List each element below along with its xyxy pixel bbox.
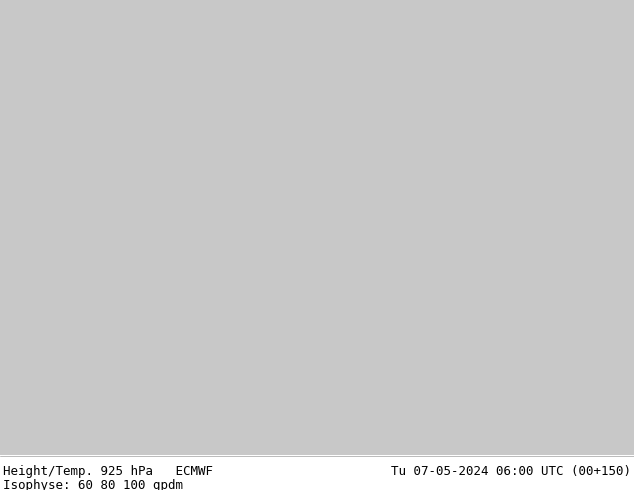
Text: Tu 07-05-2024 06:00 UTC (00+150): Tu 07-05-2024 06:00 UTC (00+150): [391, 465, 631, 478]
Text: Height/Temp. 925 hPa   ECMWF: Height/Temp. 925 hPa ECMWF: [3, 465, 213, 478]
Text: Isophyse: 60 80 100 gpdm: Isophyse: 60 80 100 gpdm: [3, 479, 183, 490]
